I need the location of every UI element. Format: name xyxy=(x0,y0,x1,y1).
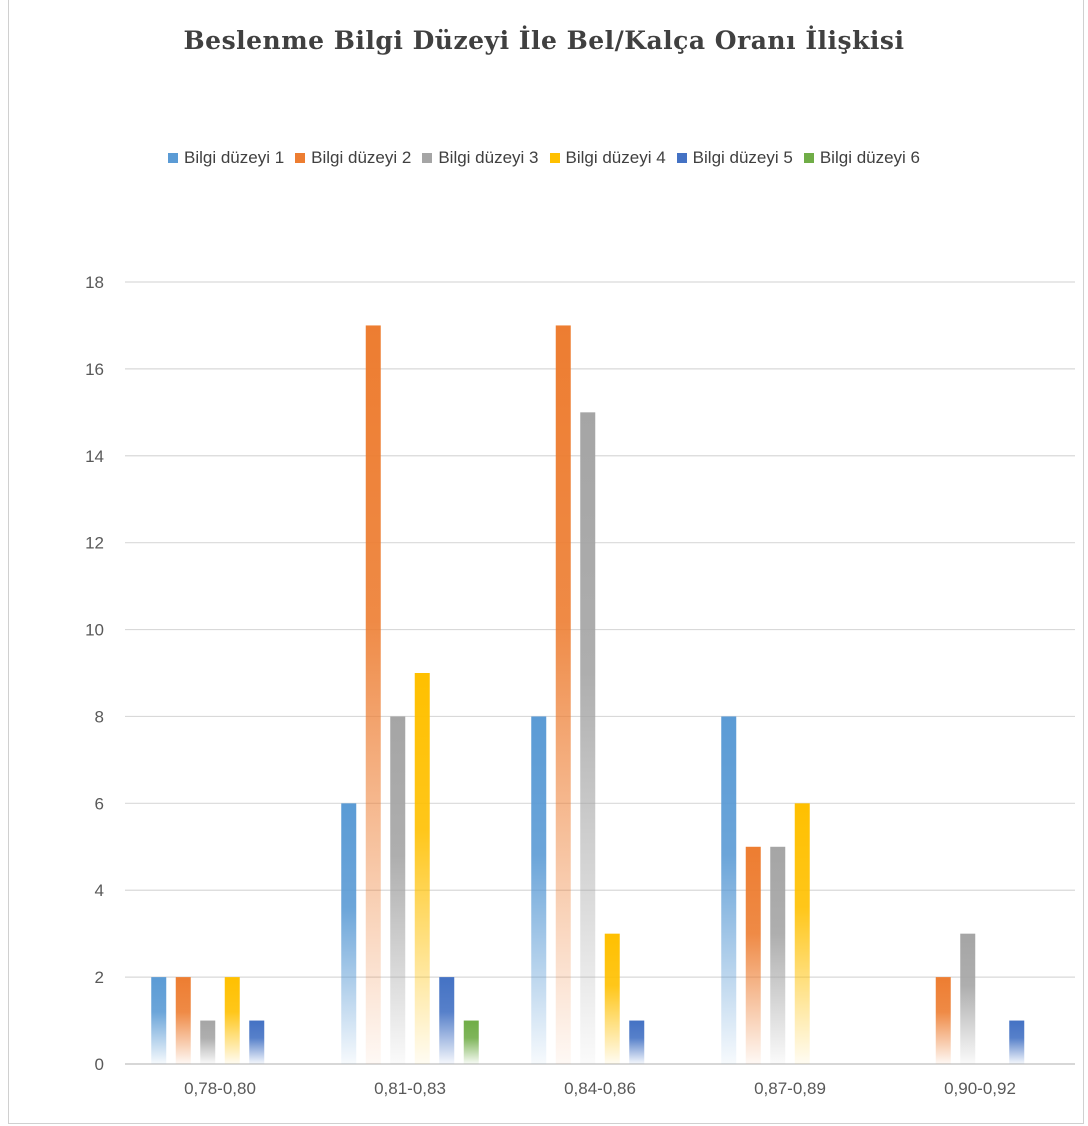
y-tick-label: 2 xyxy=(95,968,104,987)
chart-title: Beslenme Bilgi Düzeyi İle Bel/Kalça Oran… xyxy=(183,26,905,55)
bar xyxy=(580,412,596,1064)
y-tick-label: 14 xyxy=(85,447,104,466)
chart-legend: Bilgi düzeyi 1 Bilgi düzeyi 2 Bilgi düzeyi… xyxy=(0,148,1088,168)
y-tick-label: 6 xyxy=(95,794,104,813)
bar xyxy=(1009,1020,1025,1064)
legend-swatch xyxy=(422,153,433,163)
y-tick-label: 10 xyxy=(85,621,104,640)
y-tick-label: 12 xyxy=(85,534,104,553)
legend-label: Bilgi düzeyi 6 xyxy=(819,148,921,167)
bar xyxy=(175,977,191,1064)
bar xyxy=(341,803,357,1064)
legend-item: Bilgi düzeyi 4 xyxy=(549,148,666,168)
bar xyxy=(794,803,810,1064)
legend-item: Bilgi düzeyi 1 xyxy=(167,148,285,168)
legend-item: Bilgi düzeyi 3 xyxy=(422,148,539,168)
x-tick-label: 0,81-0,83 xyxy=(374,1079,446,1098)
bar xyxy=(745,846,761,1064)
gridlines xyxy=(125,281,1075,1065)
bar xyxy=(555,325,571,1064)
bar xyxy=(365,325,381,1064)
legend-swatch xyxy=(803,153,814,163)
bar xyxy=(770,846,786,1064)
bar xyxy=(604,933,620,1064)
y-tick-label: 16 xyxy=(85,360,104,379)
y-tick-label: 8 xyxy=(95,707,104,726)
bar xyxy=(935,977,951,1064)
legend-swatch xyxy=(549,153,560,163)
y-tick-label: 4 xyxy=(95,881,104,900)
bar xyxy=(249,1020,265,1064)
bar xyxy=(463,1020,479,1064)
bar xyxy=(414,673,430,1064)
bars xyxy=(151,325,1025,1064)
legend-label: Bilgi düzeyi 5 xyxy=(692,148,793,167)
x-tick-label: 0,87-0,89 xyxy=(754,1079,826,1098)
bar xyxy=(224,977,240,1064)
bar xyxy=(390,716,406,1064)
x-tick-label: 0,84-0,86 xyxy=(564,1079,636,1098)
y-tick-label: 18 xyxy=(85,273,104,292)
legend-label: Bilgi düzeyi 4 xyxy=(565,148,666,167)
bar xyxy=(439,977,455,1064)
bar xyxy=(629,1020,645,1064)
legend-swatch xyxy=(295,153,306,163)
bar xyxy=(721,716,737,1064)
legend-item: Bilgi düzeyi 2 xyxy=(295,148,411,168)
legend-swatch xyxy=(167,153,178,163)
legend-item: Bilgi düzeyi 6 xyxy=(803,148,921,168)
y-axis-ticks: 0 2 4 6 8 10 12 14 16 18 xyxy=(85,273,104,1074)
legend-label: Bilgi düzeyi 1 xyxy=(183,148,285,167)
bar xyxy=(531,716,547,1064)
bar xyxy=(960,933,976,1064)
y-tick-label: 0 xyxy=(95,1055,104,1074)
legend-item: Bilgi düzeyi 5 xyxy=(676,148,793,168)
bar xyxy=(200,1020,216,1064)
legend-label: Bilgi düzeyi 2 xyxy=(311,148,412,167)
legend-label: Bilgi düzeyi 3 xyxy=(438,148,539,167)
x-tick-label: 0,90-0,92 xyxy=(944,1079,1016,1098)
x-tick-label: 0,78-0,80 xyxy=(184,1079,256,1098)
x-axis-ticks: 0,78-0,80 0,81-0,83 0,84-0,86 0,87-0,89 0,90… xyxy=(184,1079,1016,1098)
bar xyxy=(151,977,167,1064)
legend-swatch xyxy=(676,153,687,163)
